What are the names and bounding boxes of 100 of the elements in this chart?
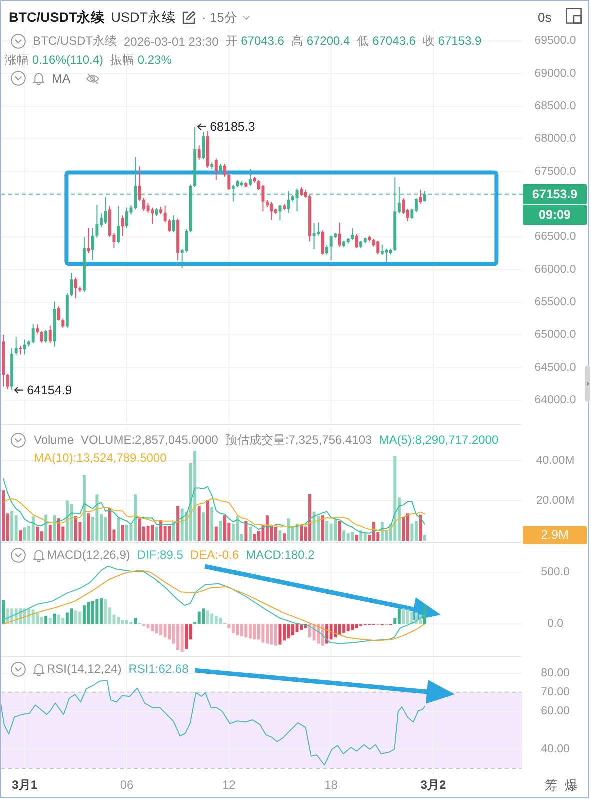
- bar: [194, 451, 197, 541]
- bar: [236, 624, 240, 636]
- bar: [414, 521, 418, 541]
- candlestick: [142, 197, 146, 212]
- bar: [91, 601, 94, 624]
- bar: [266, 516, 269, 541]
- bar: [198, 612, 201, 624]
- candlestick: [134, 156, 137, 210]
- annotation: BTC/USDT永续: [33, 33, 117, 50]
- bar: [70, 504, 74, 541]
- candlestick: [91, 227, 94, 260]
- bar: [108, 508, 112, 541]
- bar: [126, 525, 128, 541]
- annotation: 68185.3: [210, 120, 256, 134]
- bar: [330, 624, 333, 640]
- bar: [351, 532, 354, 541]
- bar: [48, 525, 52, 541]
- bar: [57, 614, 60, 624]
- bar: [423, 606, 426, 624]
- bar: [48, 618, 52, 624]
- bar: [406, 610, 410, 624]
- candlestick: [419, 190, 422, 204]
- candlestick: [44, 330, 48, 344]
- bar: [236, 516, 240, 541]
- bar: [138, 518, 142, 541]
- y-tick-label: 69500.0: [534, 35, 576, 48]
- candlestick: [185, 228, 188, 254]
- line-series: [0, 680, 426, 766]
- bar: [253, 534, 256, 541]
- bar: [44, 616, 48, 624]
- candlestick: [23, 339, 26, 356]
- bar: [317, 516, 320, 541]
- bar: [214, 526, 218, 541]
- text: MACD:180.2: [246, 548, 315, 562]
- bar: [104, 599, 108, 624]
- bar: [146, 526, 150, 541]
- candlestick: [172, 215, 176, 234]
- text: 爆: [565, 778, 578, 792]
- bar: [168, 526, 172, 541]
- bar: [410, 612, 414, 624]
- annotation: 涨幅 0.16%(110.4): [5, 53, 104, 67]
- series-label: DIF:89.5: [137, 548, 184, 562]
- candlestick: [380, 244, 384, 256]
- bar: [355, 535, 358, 541]
- bar: [308, 624, 312, 638]
- bar: [176, 624, 180, 650]
- bar: [206, 610, 210, 624]
- candlestick: [232, 184, 235, 202]
- bar: [410, 524, 414, 541]
- bar: [202, 608, 206, 624]
- text: 09:09: [539, 208, 572, 222]
- y-tick-label: 65500.0: [534, 296, 576, 308]
- annotation: 高 67200.4: [291, 34, 350, 48]
- line-series: [3, 478, 426, 534]
- bar: [121, 525, 124, 541]
- bar: [74, 610, 78, 624]
- bar: [116, 518, 120, 541]
- bar: [32, 610, 35, 624]
- annotation: 2026-03-01 23:30: [124, 34, 219, 48]
- bar: [96, 494, 99, 541]
- y-tick-label: 20.00M: [536, 495, 575, 507]
- candlestick: [351, 228, 354, 241]
- bar: [44, 514, 48, 541]
- chart-title: BTC/USDT永续: [9, 9, 106, 27]
- bar: [282, 624, 286, 641]
- candlestick: [198, 145, 201, 161]
- bar: [210, 614, 214, 624]
- bar: [248, 624, 252, 639]
- bar: [96, 599, 99, 624]
- candlestick: [262, 184, 265, 212]
- bar: [394, 456, 397, 541]
- annotation: MA: [52, 72, 71, 86]
- bar: [210, 507, 214, 541]
- text: DEA:-0.6: [190, 548, 240, 562]
- candlestick: [312, 222, 316, 250]
- x-tick-label: 18: [324, 778, 338, 792]
- bar: [185, 624, 188, 649]
- bar: [164, 624, 167, 638]
- bar: [116, 616, 120, 624]
- bar: [104, 517, 108, 541]
- bar: [342, 624, 346, 634]
- x-tick-label: 06: [120, 778, 134, 792]
- candlestick: [14, 336, 18, 356]
- bar: [87, 514, 90, 541]
- bar: [155, 526, 158, 541]
- bar: [66, 612, 69, 624]
- bar: [198, 506, 201, 541]
- bar: [321, 516, 324, 541]
- candlestick: [270, 202, 274, 221]
- bar: [334, 624, 338, 638]
- candlestick: [278, 204, 282, 222]
- y-tick-label: 66000.0: [534, 264, 576, 276]
- bar: [278, 624, 282, 645]
- bar: [248, 526, 252, 541]
- bar: [82, 475, 86, 541]
- bar: [134, 618, 137, 624]
- y-tick-label: 69000.0: [534, 68, 576, 80]
- bar: [244, 521, 248, 541]
- annotation: 收 67153.9: [422, 34, 482, 48]
- bar: [180, 508, 184, 541]
